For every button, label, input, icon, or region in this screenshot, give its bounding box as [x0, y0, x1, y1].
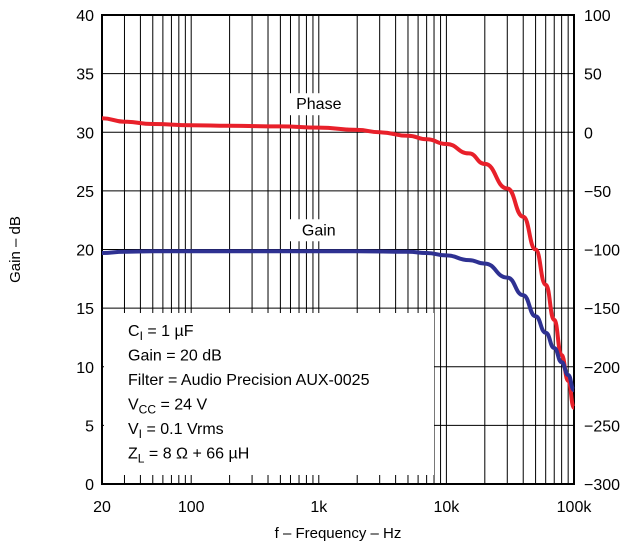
plot-frame	[101, 14, 575, 485]
y2-tick-label: −50	[584, 184, 611, 201]
annotation-line: VCC = 24 V	[128, 397, 207, 417]
annotation-box: CI = 1 µF Gain = 20 dB Filter = Audio Prec…	[104, 313, 434, 475]
y2-tick-label: −250	[584, 418, 620, 435]
series-line-gain	[101, 249, 576, 393]
x-axis-label: f – Frequency – Hz	[275, 525, 402, 542]
series-label-gain: Gain	[302, 222, 336, 239]
annotation-line: Filter = Audio Precision AUX-0025	[128, 372, 370, 389]
annotation-bg	[104, 313, 434, 475]
y-tick-label: 10	[76, 360, 94, 377]
annotation-line: VI = 0.1 Vrms	[128, 421, 224, 441]
y2-tick-label: −150	[584, 301, 620, 318]
x-tick-label: 20	[93, 499, 111, 516]
series-label-bg	[284, 93, 353, 116]
series-label-phase: Phase	[296, 96, 341, 113]
y2-tick-label: 100	[584, 8, 611, 25]
y-tick-label: 5	[85, 418, 94, 435]
y2-tick-label: −300	[584, 477, 620, 494]
series-lines	[101, 116, 576, 410]
x-tick-label: 100k	[557, 499, 593, 516]
x-tick-label: 100	[178, 499, 205, 516]
annotation-line: ZL = 8 Ω + 66 µH	[128, 446, 249, 466]
y2-tick-label: 50	[584, 67, 602, 84]
y2-tick-label: −100	[584, 243, 620, 260]
series-labels: Phase Gain	[284, 93, 353, 242]
y-tick-label: 25	[76, 184, 94, 201]
x-tick-label: 10k	[433, 499, 460, 516]
y-tick-label: 30	[76, 125, 94, 142]
annotation-line: Gain = 20 dB	[128, 348, 222, 365]
annotation-line: CI = 1 µF	[128, 323, 194, 343]
tick-labels: 0 5 10 15 20 25 30 35 40 −300 −250 −200 −150 −100 −50 0…	[76, 8, 620, 516]
y-axis-label: Gain – dB	[7, 216, 24, 283]
series-line-phase	[101, 116, 576, 410]
x-tick-label: 1k	[310, 499, 328, 516]
y2-tick-label: −200	[584, 360, 620, 377]
y-tick-label: 20	[76, 243, 94, 260]
y-tick-label: 35	[76, 67, 94, 84]
y-tick-label: 0	[85, 477, 94, 494]
y-tick-label: 15	[76, 301, 94, 318]
y-tick-label: 40	[76, 8, 94, 25]
series-label-bg	[284, 219, 353, 242]
y2-tick-label: 0	[584, 125, 593, 142]
